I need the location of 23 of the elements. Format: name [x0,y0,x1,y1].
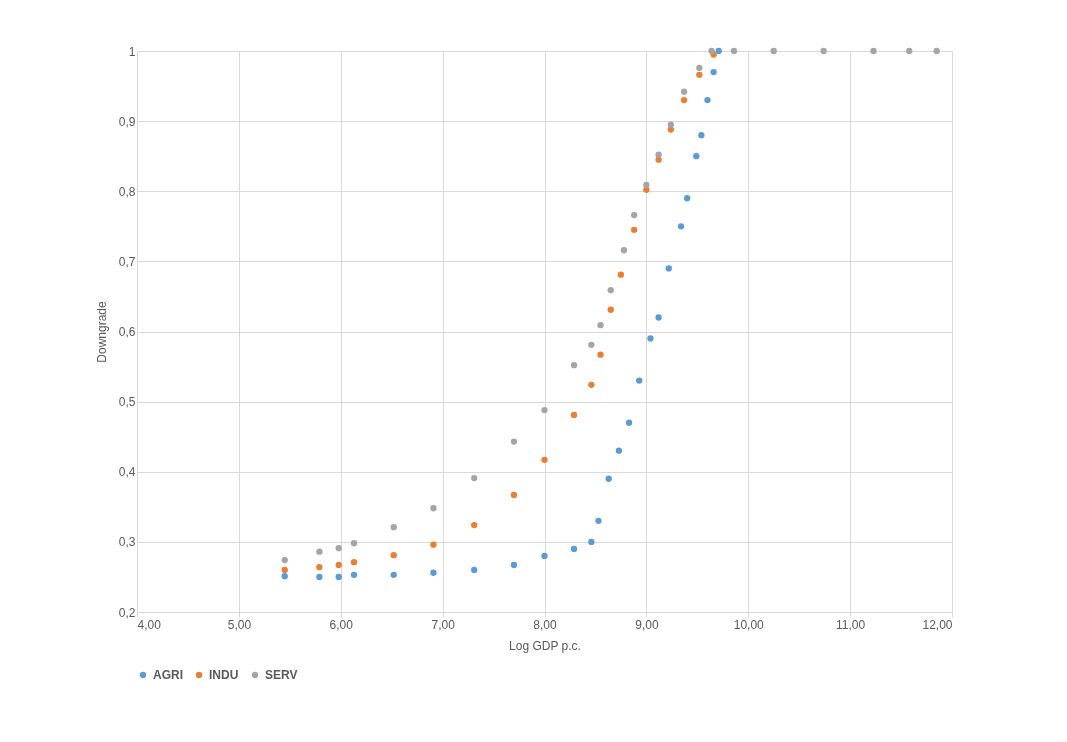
y-tick-label: 0,3 [118,535,136,550]
x-tick-label: 9,00 [635,617,659,632]
x-tick-label: 11,00 [836,617,866,632]
y-tick-label: 0,9 [118,114,136,129]
x-tick-label: 10,00 [733,617,765,632]
x-tick-label: 6,00 [329,617,354,632]
x-tick-label: 8,00 [533,617,557,632]
y-tick-label: 0,4 [118,465,136,480]
y-tick-label: 0,2 [118,605,136,620]
y-tick-label: 0,5 [118,395,136,410]
legend-label: AGRI [153,668,183,682]
y-tick-label: 1 [128,44,136,59]
legend-label: SERV [265,668,298,682]
x-tick-label: 5,00 [227,617,252,632]
x-axis-title: Log GDP p.c. [509,638,581,653]
x-tick-label: 4,00 [137,617,162,632]
x-tick-label: 7,00 [431,617,456,632]
y-tick-label: 0,6 [118,325,136,339]
y-tick-label: 0,8 [118,184,136,199]
legend-label: INDU [209,668,239,682]
y-tick-label: 0,7 [118,254,136,269]
x-tick-label: 12,00 [922,617,953,632]
y-axis-title: Downgrade [94,300,109,363]
